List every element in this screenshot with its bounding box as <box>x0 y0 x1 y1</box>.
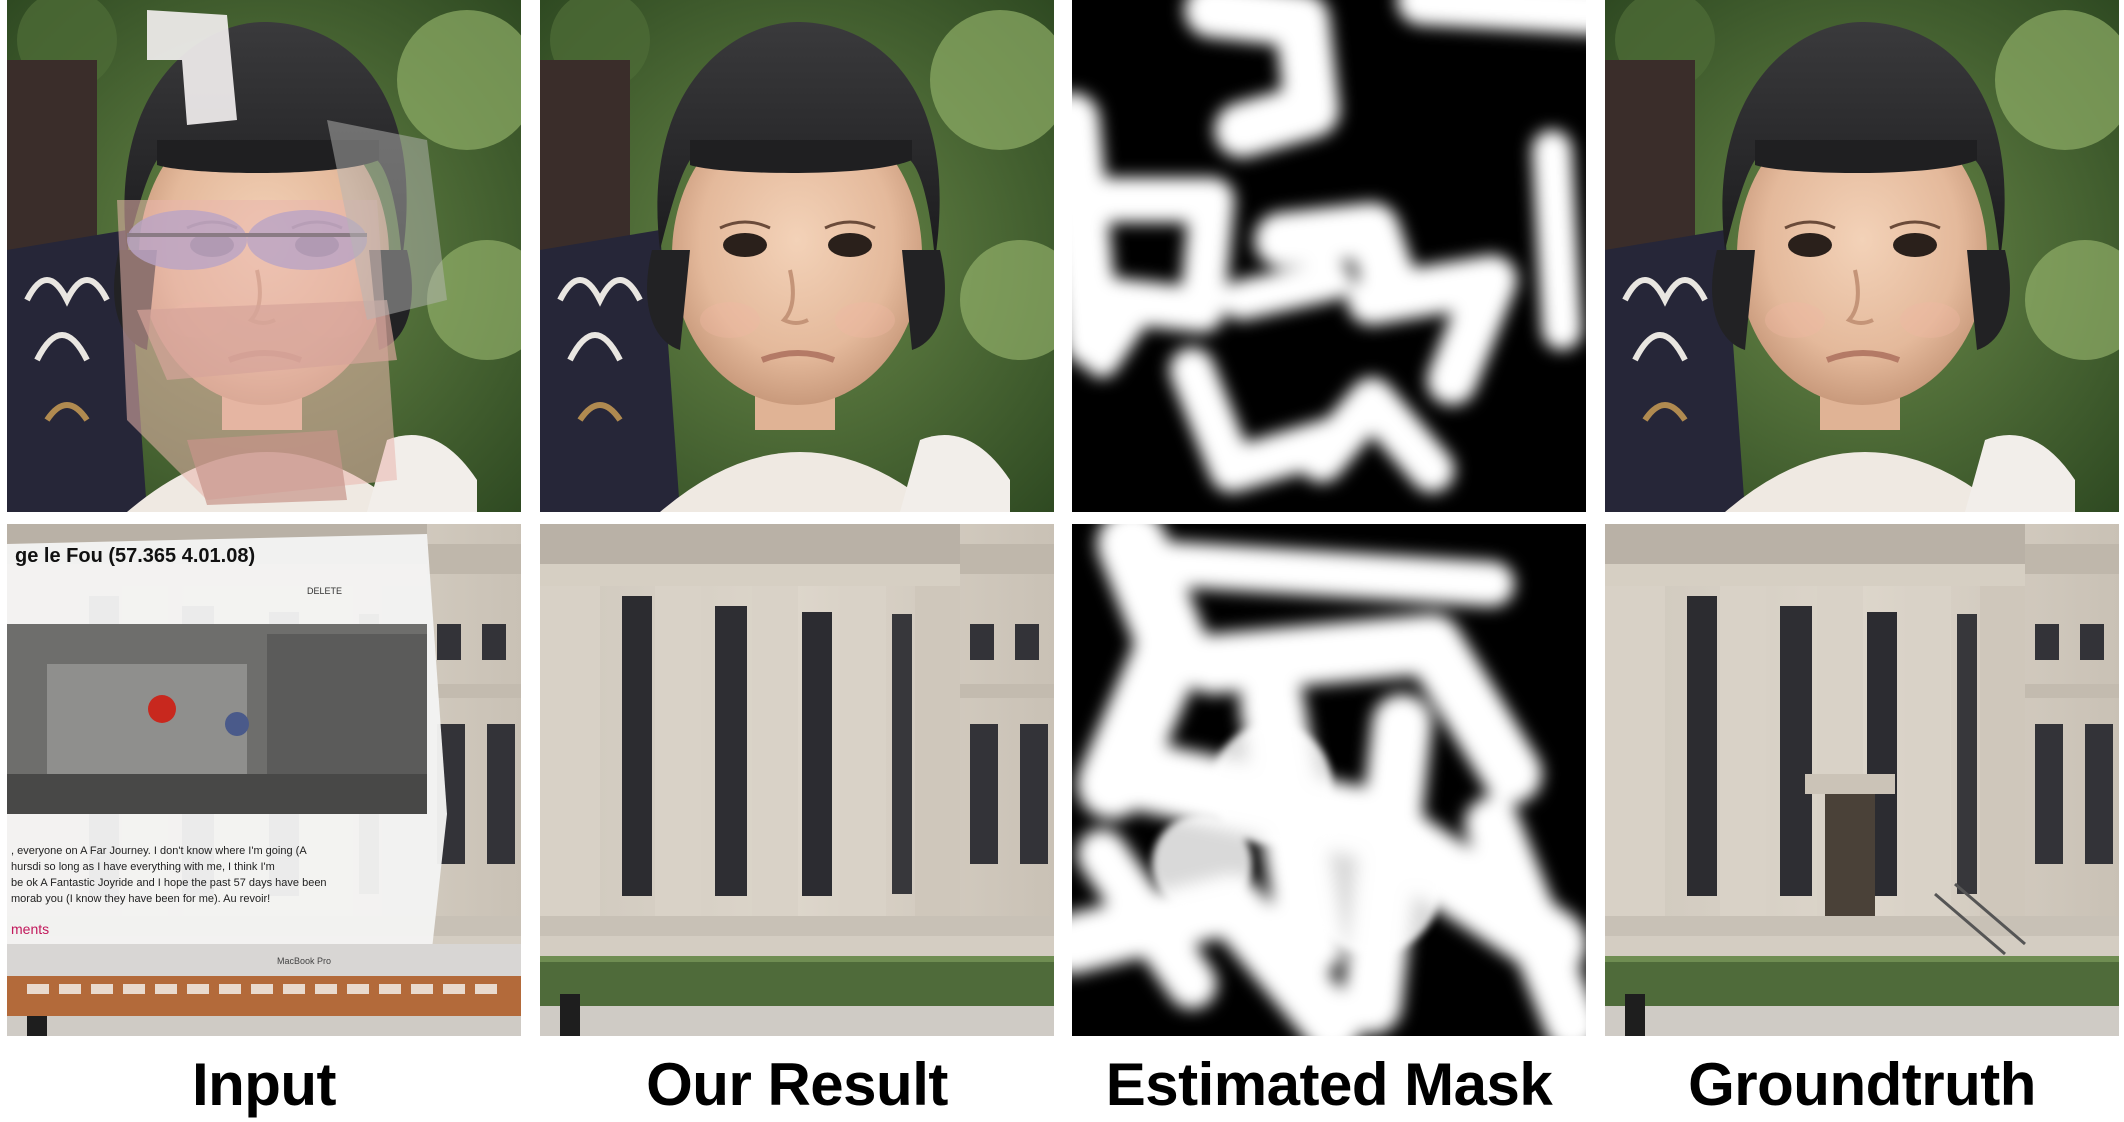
result-image-building <box>540 524 1054 1036</box>
groundtruth-image-building <box>1605 524 2119 1036</box>
overlay-body-line1: , everyone on A Far Journey. I don't kno… <box>11 845 307 857</box>
caption-groundtruth: Groundtruth <box>1688 1051 2036 1118</box>
overlay-comments-link: ments <box>11 921 49 937</box>
caption-our-result: Our Result <box>646 1051 948 1118</box>
overlay-body-line2: hursdi so long as I have everything with… <box>11 861 275 873</box>
overlay-laptop-label: MacBook Pro <box>277 956 331 966</box>
corrupted-overlay <box>117 10 447 505</box>
input-image-child <box>7 0 521 512</box>
caption-estimated-mask: Estimated Mask <box>1105 1051 1553 1118</box>
result-image-child <box>540 0 1054 512</box>
groundtruth-image-child <box>1605 0 2119 512</box>
mask-image-child <box>1072 0 1586 512</box>
overlay-delete-button: DELETE <box>307 586 342 596</box>
overlay-title: ge le Fou (57.365 4.01.08) <box>15 545 255 567</box>
screenshot-overlay: ge le Fou (57.365 4.01.08) DELETE , ever… <box>7 534 521 1016</box>
mask-image-building <box>1072 524 1586 1036</box>
overlay-body-line4: morab you (I know they have been for me)… <box>11 893 270 905</box>
caption-input: Input <box>191 1051 337 1118</box>
input-image-building: ge le Fou (57.365 4.01.08) DELETE , ever… <box>7 524 521 1036</box>
overlay-body-line3: be ok A Fantastic Joyride and I hope the… <box>11 877 327 889</box>
